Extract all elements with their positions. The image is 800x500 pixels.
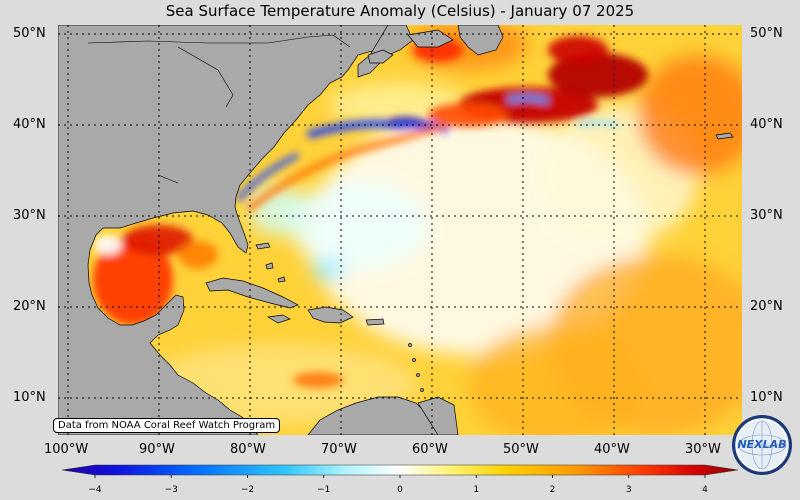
lat-label-50n-left: 50°N [13, 26, 46, 41]
colorbar-tick-label: 0 [397, 485, 403, 495]
lon-label-90w: 90°W [139, 442, 175, 457]
lat-label-20n-left: 20°N [13, 299, 46, 314]
lat-label-10n-right: 10°N [750, 390, 783, 405]
lat-label-30n-left: 30°N [13, 208, 46, 223]
lon-label-40w: 40°W [594, 442, 630, 457]
political-borders [87, 34, 351, 184]
colorbar-ticks: −4 −3 −2 −1 0 1 2 3 4 [88, 475, 708, 495]
colorbar-gradient [61, 464, 739, 476]
lon-label-30w: 30°W [685, 442, 721, 457]
colorbar-tick-label: 3 [626, 485, 632, 495]
map-title: Sea Surface Temperature Anomaly (Celsius… [165, 2, 635, 20]
lat-label-50n-right: 50°N [750, 26, 783, 41]
sst-anomaly-map [58, 25, 742, 435]
map-canvas [58, 25, 742, 435]
colorbar-tick-label: −2 [241, 485, 254, 495]
lon-label-60w: 60°W [412, 442, 448, 457]
lon-label-100w: 100°W [44, 442, 89, 457]
colorbar-tick-label: −4 [88, 485, 102, 495]
colorbar-tick-label: −1 [317, 485, 330, 495]
lat-label-40n-right: 40°N [750, 117, 783, 132]
lat-label-40n-left: 40°N [13, 117, 46, 132]
lat-label-30n-right: 30°N [750, 208, 783, 223]
lon-label-70w: 70°W [321, 442, 357, 457]
graticule [58, 25, 742, 435]
colorbar: −4 −3 −2 −1 0 1 2 3 4 [61, 464, 739, 495]
nexlab-logo: NEXLAB [732, 415, 792, 475]
colorbar-tick-label: 1 [473, 485, 479, 495]
logo-text: NEXLAB [737, 438, 786, 451]
land-masses [58, 25, 734, 435]
colorbar-tick-label: −3 [165, 485, 178, 495]
lat-label-10n-left: 10°N [13, 390, 46, 405]
data-credit-label: Data from NOAA Coral Reef Watch Program [53, 418, 281, 433]
lon-label-80w: 80°W [230, 442, 266, 457]
lon-label-50w: 50°W [503, 442, 539, 457]
colorbar-tick-label: 2 [550, 485, 556, 495]
lat-label-20n-right: 20°N [750, 299, 783, 314]
colorbar-tick-label: 4 [702, 485, 708, 495]
